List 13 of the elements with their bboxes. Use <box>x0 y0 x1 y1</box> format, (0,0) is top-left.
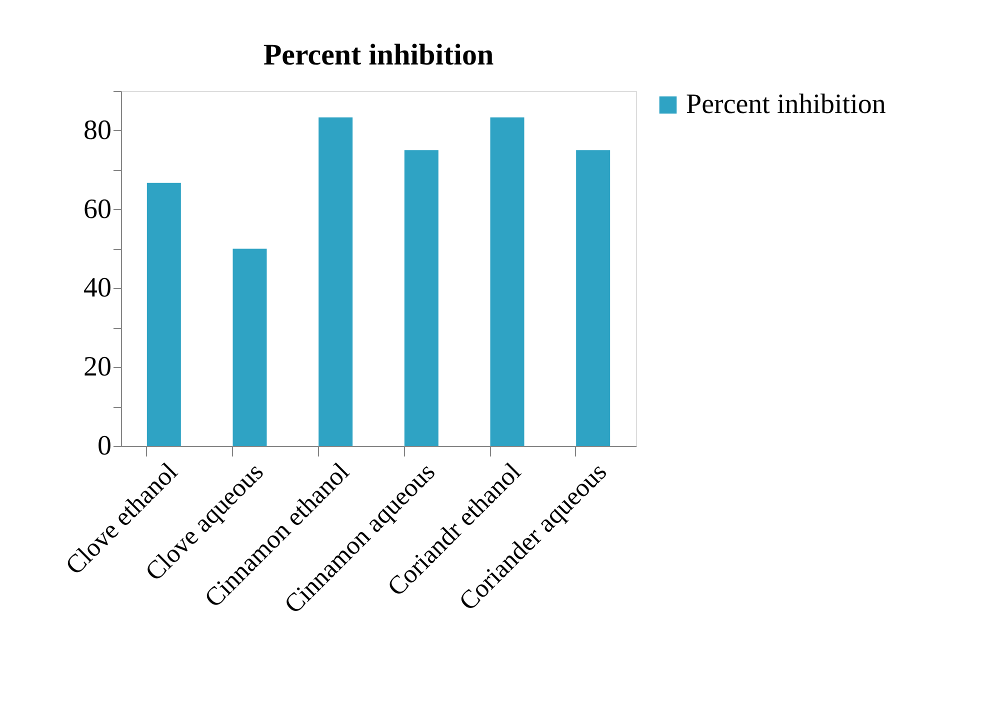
bar <box>404 150 438 446</box>
bar <box>490 117 524 446</box>
bar <box>232 248 267 446</box>
bar <box>146 182 181 446</box>
y-tick-label: 40 <box>84 272 112 304</box>
y-tick-label: 0 <box>98 430 112 462</box>
y-tick-label: 20 <box>84 352 112 383</box>
bar <box>576 150 610 446</box>
legend-label: Percent inhibition <box>686 89 886 120</box>
y-tick-label: 60 <box>84 194 112 225</box>
chart-title: Percent inhibition <box>263 38 494 72</box>
y-tick-label: 80 <box>84 114 112 146</box>
bar <box>318 117 353 446</box>
